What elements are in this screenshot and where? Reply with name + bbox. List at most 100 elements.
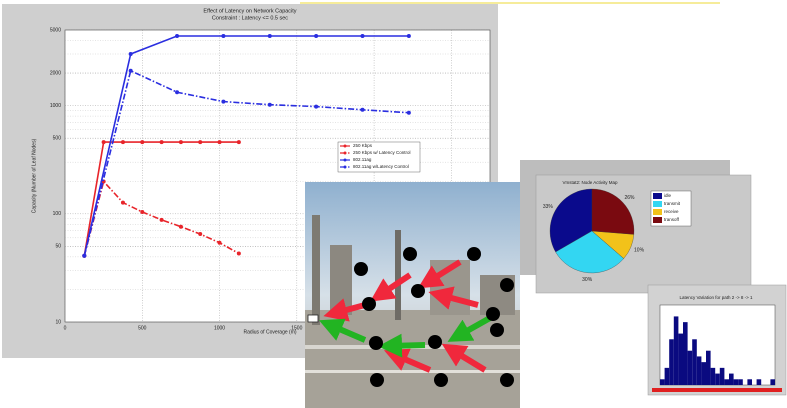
y-tick-label: 500	[53, 136, 62, 142]
y-tick-label: 2000	[50, 70, 61, 76]
histogram-bar	[678, 333, 683, 385]
node	[500, 373, 514, 387]
point	[406, 110, 411, 115]
point	[221, 99, 226, 104]
point	[198, 232, 203, 237]
arrows	[318, 259, 492, 373]
point	[360, 107, 365, 112]
photo-ground	[305, 310, 520, 408]
histogram-bar	[724, 379, 729, 385]
photo	[305, 182, 520, 408]
legend-marker	[343, 144, 347, 148]
red-arrow	[441, 343, 487, 373]
point	[120, 200, 125, 205]
slice-label: 26%	[624, 195, 635, 201]
legend-label: transmit	[664, 201, 681, 206]
legend-marker	[343, 158, 347, 162]
histogram: Latency Variation for path 2 -> 8 -> 1	[660, 295, 775, 385]
node	[369, 336, 383, 350]
legend-swatch	[653, 209, 662, 215]
point	[236, 251, 241, 256]
point	[120, 140, 125, 145]
photo-tower	[395, 230, 401, 320]
photo-tower	[312, 215, 320, 325]
red-arrow	[323, 298, 366, 322]
sink-icon	[307, 314, 319, 323]
chart-title: Vmstat2: Node Activity Map	[562, 180, 618, 185]
chart-title: Latency Variation for path 2 -> 8 -> 1	[680, 295, 753, 300]
legend-box	[337, 141, 421, 173]
node	[486, 307, 500, 321]
x-tick-label: 1500	[291, 325, 302, 331]
histogram-bar	[696, 356, 702, 385]
y-tick-label: 100	[53, 211, 62, 217]
histogram-bar	[669, 339, 674, 385]
series-line	[83, 35, 409, 256]
photo-pipe	[305, 370, 520, 373]
red-strip	[652, 388, 782, 392]
pie-chart: Vmstat2: Node Activity Map 33% 30% 10% 26% id…	[543, 180, 692, 283]
series-line	[83, 179, 240, 256]
y-tick-label: 5000	[50, 27, 61, 33]
legend-swatch	[653, 193, 662, 199]
histogram-bar	[747, 379, 752, 385]
point	[314, 104, 319, 109]
pie-slice	[549, 188, 593, 253]
slice-label: 10%	[634, 247, 645, 253]
histogram-bar	[692, 339, 697, 385]
point	[178, 224, 183, 229]
legend-marker	[343, 165, 347, 169]
chart-title: Effect of Latency on Network Capacity	[203, 8, 296, 14]
node	[490, 323, 504, 337]
point	[221, 34, 226, 39]
slice-label: 33%	[543, 204, 554, 210]
line-chart: Effect of Latency on Network CapacityCon…	[31, 8, 490, 335]
histogram-bar	[701, 362, 706, 385]
node	[370, 373, 384, 387]
point	[82, 253, 87, 258]
histogram-bar	[715, 373, 720, 385]
green-arrow	[447, 315, 492, 342]
legend-label: 802.11ag w/Latency Control	[353, 164, 409, 169]
nodes	[354, 247, 514, 387]
x-tick-label: 1000	[214, 325, 225, 331]
histogram-bar	[729, 373, 734, 385]
histogram-bar	[733, 379, 739, 385]
histogram-bar	[738, 379, 743, 385]
histogram-bar	[683, 322, 688, 385]
legend-label: 250 Kbps w/ Latency Control	[353, 150, 411, 155]
legend-marker	[343, 151, 347, 155]
point	[175, 90, 180, 95]
point	[314, 34, 319, 39]
histogram-bar	[673, 316, 679, 385]
x-tick-label: 500	[138, 325, 147, 331]
point	[128, 68, 133, 73]
red-arrow	[417, 259, 462, 289]
histogram-bar	[770, 379, 775, 385]
y-tick-label: 50	[55, 244, 61, 250]
x-axis-label: Radius of Coverage (m)	[243, 329, 296, 335]
node	[403, 247, 417, 261]
pie-slice	[591, 188, 635, 235]
node	[411, 284, 425, 298]
legend-label: transoff	[664, 217, 680, 222]
histogram-bar	[706, 350, 711, 385]
green-arrow	[378, 333, 426, 358]
point	[175, 34, 180, 39]
green-arrow	[318, 318, 367, 343]
point	[217, 140, 222, 145]
node	[500, 278, 514, 292]
legend-swatch	[653, 201, 662, 207]
histogram-bar	[687, 350, 693, 385]
point	[101, 140, 106, 145]
node	[362, 297, 376, 311]
legend-swatch	[653, 217, 662, 223]
point	[140, 209, 145, 214]
point	[178, 140, 183, 145]
legend-label: receive	[664, 209, 679, 214]
node	[354, 262, 368, 276]
point	[140, 140, 145, 145]
histogram-bar	[719, 367, 725, 385]
